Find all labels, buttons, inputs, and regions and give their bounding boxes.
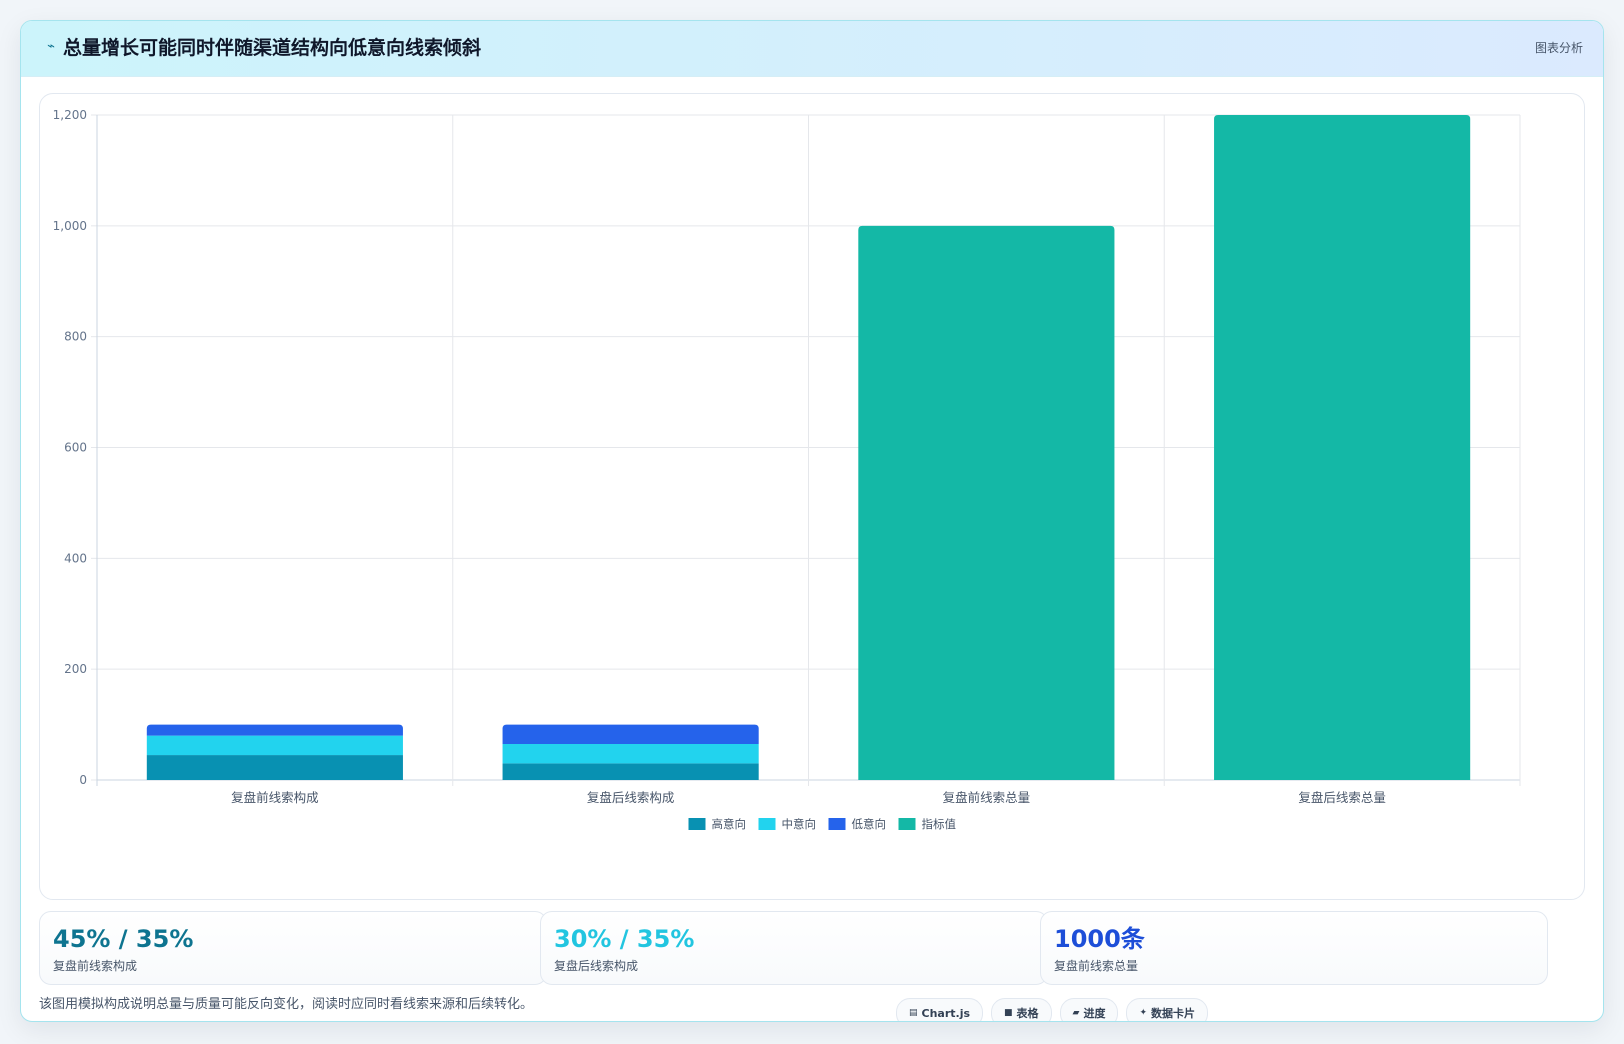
kpi-label: 复盘后线索构成 [554,959,639,973]
y-tick-label: 200 [64,662,87,676]
progress-icon: ▰ [1072,1008,1080,1018]
bar-segment-低意向 [502,724,759,744]
chip-label: 数据卡片 [1151,1007,1196,1020]
chip-chartjs[interactable]: ▤ Chart.js [896,998,984,1021]
legend-label: 低意向 [852,817,887,831]
kpi-card-before-composition: 45% / 35% 复盘前线索构成 [39,911,547,985]
kpi-card-before-total: 1000条 复盘前线索总量 [1040,911,1548,985]
trend-line-icon: ⌁ [47,39,55,54]
chip-table[interactable]: ■ 表格 [991,998,1052,1021]
chip-data-card[interactable]: ✦ 数据卡片 [1126,998,1209,1021]
y-tick-label: 0 [79,773,87,787]
y-tick-label: 1,000 [53,219,87,233]
bar-segment-低意向 [146,724,403,736]
legend-swatch [898,818,916,830]
legend-swatch [688,818,706,830]
kpi-label: 复盘前线索总量 [1054,959,1139,973]
kpi-value: 1000条 [1054,925,1145,953]
kpi-card-after-composition: 30% / 35% 复盘后线索构成 [540,911,1048,985]
tag-chips: ▤ Chart.js ■ 表格 ▰ 进度 ✦ 数据卡片 [896,998,1209,1021]
legend-label: 高意向 [712,817,747,831]
chart-footnote: 该图用模拟构成说明总量与质量可能反向变化，阅读时应同时看线索来源和后续转化。 [39,997,534,1012]
bar-chart: 0 200 400 600 800 1,000 1,200 复盘前线索构成 复盘后线索构成 复盘前… [53,108,1521,831]
kpi-label: 复盘前线索构成 [53,959,138,973]
card-title: 总量增长可能同时伴随渠道结构向低意向线索倾斜 [63,37,482,59]
kpi-value: 45% / 35% [53,925,194,953]
y-tick-label: 600 [64,441,87,455]
legend-swatch [828,818,846,830]
x-category-label: 复盘前线索总量 [943,790,1031,805]
kpi-value: 30% / 35% [554,925,695,953]
chart-analysis-tag: 图表分析 [1534,41,1583,55]
chip-progress[interactable]: ▰ 进度 [1059,998,1119,1021]
chip-label: 进度 [1083,1007,1106,1020]
chip-label: Chart.js [921,1006,971,1020]
bar-segment-高意向 [146,755,403,780]
y-tick-label: 1,200 [53,108,87,122]
x-category-label: 复盘后线索构成 [587,790,675,805]
chart-panel: 0 200 400 600 800 1,000 1,200 复盘前线索构成 复盘后线索构成 复盘前… [39,93,1585,900]
bar-segment-中意向 [146,735,403,756]
chart-card: ⌁ 总量增长可能同时伴随渠道结构向低意向线索倾斜 图表分析 0 200 400 600… [20,20,1604,1022]
chart-icon: ▤ [909,1008,918,1018]
bar-segment-指标值 [858,225,1115,781]
legend-label: 中意向 [782,817,817,831]
y-tick-label: 800 [64,330,87,344]
table-icon: ■ [1004,1008,1013,1018]
bar-segment-高意向 [502,763,759,780]
card-header: ⌁ 总量增长可能同时伴随渠道结构向低意向线索倾斜 图表分析 [21,21,1603,77]
chip-label: 表格 [1016,1007,1039,1020]
legend-label: 指标值 [922,817,957,831]
legend-swatch [758,818,776,830]
bar-segment-中意向 [502,743,759,764]
x-category-label: 复盘后线索总量 [1298,790,1386,805]
y-tick-label: 400 [64,551,87,565]
sparkle-icon: ✦ [1139,1008,1148,1018]
bar-segment-指标值 [1214,115,1471,780]
x-category-label: 复盘前线索构成 [231,790,319,805]
